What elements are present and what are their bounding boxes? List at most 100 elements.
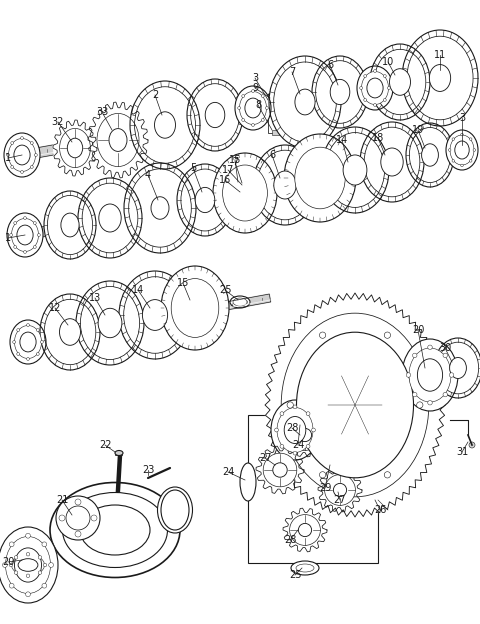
Ellipse shape [240, 92, 266, 125]
Polygon shape [283, 413, 327, 457]
Circle shape [9, 563, 13, 567]
Ellipse shape [299, 429, 312, 442]
Circle shape [17, 329, 20, 331]
Ellipse shape [161, 490, 189, 530]
Ellipse shape [5, 537, 50, 593]
Circle shape [265, 107, 268, 109]
Text: 2: 2 [152, 90, 158, 100]
Ellipse shape [330, 79, 350, 105]
Circle shape [293, 405, 297, 409]
Text: 18: 18 [372, 133, 384, 143]
Circle shape [10, 233, 12, 236]
Polygon shape [88, 102, 148, 178]
Ellipse shape [109, 129, 127, 152]
Ellipse shape [446, 130, 478, 170]
Text: 25: 25 [219, 285, 231, 295]
Ellipse shape [370, 44, 430, 120]
Ellipse shape [291, 561, 319, 575]
Circle shape [43, 563, 47, 567]
Ellipse shape [321, 127, 389, 213]
Ellipse shape [289, 419, 321, 451]
Ellipse shape [283, 508, 327, 552]
Circle shape [252, 90, 254, 92]
Circle shape [384, 99, 386, 102]
Circle shape [364, 75, 367, 77]
Ellipse shape [223, 165, 267, 221]
Ellipse shape [455, 141, 469, 159]
Text: 15: 15 [177, 278, 189, 288]
Ellipse shape [459, 66, 471, 84]
Ellipse shape [402, 30, 478, 126]
Circle shape [25, 534, 30, 538]
Ellipse shape [312, 56, 368, 128]
Ellipse shape [269, 56, 341, 148]
Text: 22: 22 [99, 440, 111, 450]
Circle shape [452, 138, 455, 140]
Ellipse shape [253, 145, 317, 225]
Circle shape [30, 165, 33, 168]
Text: 24: 24 [222, 467, 234, 477]
Ellipse shape [14, 145, 30, 165]
Ellipse shape [67, 138, 83, 158]
Text: 30: 30 [439, 343, 451, 353]
Ellipse shape [124, 163, 196, 253]
Ellipse shape [12, 218, 38, 251]
Circle shape [40, 341, 43, 343]
Ellipse shape [53, 120, 97, 176]
Circle shape [364, 99, 367, 102]
Circle shape [384, 332, 391, 338]
Ellipse shape [265, 93, 279, 113]
Polygon shape [265, 293, 445, 517]
Circle shape [42, 583, 47, 588]
Ellipse shape [235, 86, 271, 130]
Circle shape [412, 392, 417, 397]
Text: 27: 27 [334, 495, 346, 505]
Ellipse shape [245, 98, 261, 118]
Text: 6: 6 [269, 150, 275, 160]
Circle shape [12, 341, 15, 343]
Circle shape [26, 574, 30, 578]
Circle shape [24, 217, 26, 220]
Circle shape [373, 104, 376, 106]
Circle shape [2, 563, 7, 567]
Circle shape [373, 70, 376, 72]
Circle shape [461, 164, 463, 167]
Ellipse shape [299, 524, 312, 537]
Circle shape [14, 245, 17, 248]
Text: 3: 3 [459, 113, 465, 123]
Circle shape [14, 571, 18, 574]
Ellipse shape [343, 155, 367, 185]
Circle shape [11, 142, 13, 145]
Ellipse shape [295, 89, 315, 115]
Ellipse shape [277, 407, 313, 452]
Bar [248, 415, 378, 563]
Bar [268, 95, 296, 133]
Circle shape [26, 324, 29, 326]
Circle shape [384, 75, 386, 77]
Ellipse shape [429, 64, 451, 92]
Ellipse shape [334, 484, 347, 497]
Circle shape [59, 515, 65, 521]
Circle shape [275, 428, 278, 432]
Ellipse shape [450, 358, 467, 379]
Ellipse shape [409, 348, 451, 402]
Polygon shape [24, 157, 431, 240]
Circle shape [38, 555, 42, 559]
Circle shape [360, 87, 362, 89]
Polygon shape [29, 294, 271, 346]
Ellipse shape [289, 515, 321, 545]
Ellipse shape [434, 338, 480, 398]
Text: 16: 16 [219, 175, 231, 185]
Ellipse shape [171, 278, 219, 338]
Circle shape [306, 412, 310, 416]
Circle shape [38, 571, 42, 574]
Text: 6: 6 [327, 60, 333, 70]
Circle shape [448, 149, 451, 151]
Ellipse shape [76, 281, 144, 365]
Circle shape [412, 353, 417, 358]
Polygon shape [283, 508, 327, 552]
Ellipse shape [40, 294, 100, 370]
Circle shape [48, 563, 53, 567]
Circle shape [469, 160, 472, 162]
Polygon shape [318, 468, 362, 512]
